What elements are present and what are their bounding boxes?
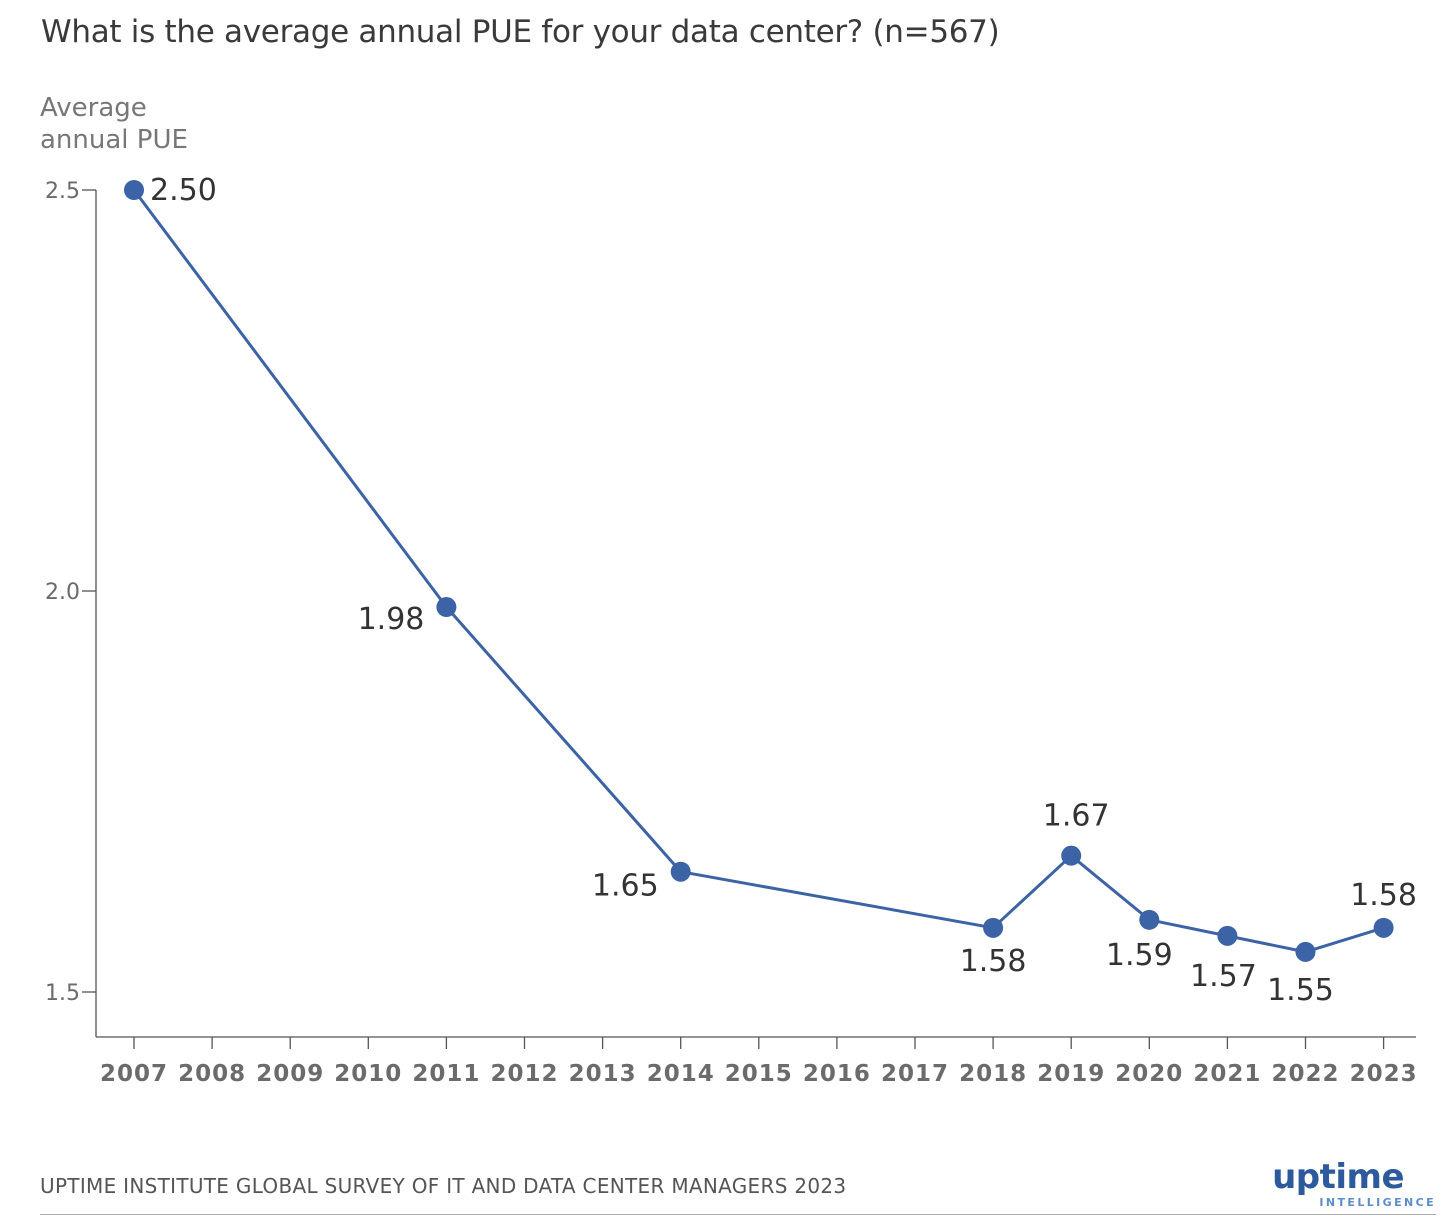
- data-point-2018: [983, 917, 1004, 938]
- x-tick-label: 2010: [334, 1061, 402, 1087]
- x-tick-label: 2020: [1115, 1061, 1183, 1087]
- brand-name: uptime: [1272, 1157, 1404, 1197]
- series-average-annual-pue: [124, 180, 1394, 962]
- data-label-2019: 1.67: [1043, 799, 1110, 834]
- data-label-2020: 1.59: [1106, 938, 1173, 973]
- x-tick-label: 2023: [1350, 1061, 1418, 1087]
- data-label-2007: 2.50: [150, 173, 217, 208]
- data-label-2011: 1.98: [358, 602, 425, 637]
- brand-subtitle: INTELLIGENCE: [1319, 1196, 1436, 1209]
- data-point-2007: [124, 180, 144, 200]
- data-point-2014: [670, 861, 691, 882]
- ticks: 1.5 2.0 2.5 2007 2008 2009 2010 2011 2012 2013 201…: [45, 179, 1418, 1087]
- x-tick-label: 2021: [1193, 1061, 1261, 1087]
- chart-title: What is the average annual PUE for your …: [41, 14, 1000, 50]
- x-tick-label: 2022: [1271, 1061, 1339, 1087]
- x-tick-label: 2013: [569, 1061, 637, 1087]
- x-tick-label: 2016: [803, 1061, 871, 1087]
- x-tick-label: 2011: [412, 1061, 480, 1087]
- x-tick-label: 2007: [100, 1061, 168, 1087]
- y-tick-label: 1.5: [45, 981, 80, 1006]
- data-point-2019: [1061, 845, 1082, 866]
- data-label-2023: 1.58: [1350, 878, 1417, 913]
- x-tick-label: 2015: [725, 1061, 793, 1087]
- axes: [95, 190, 1416, 1038]
- x-tick-label: 2018: [959, 1061, 1027, 1087]
- x-tick-label: 2014: [647, 1061, 715, 1087]
- x-tick-label: 2012: [490, 1061, 558, 1087]
- data-point-2011: [436, 597, 457, 618]
- data-point-2023: [1373, 917, 1394, 938]
- source-note: UPTIME INSTITUTE GLOBAL SURVEY OF IT AND…: [40, 1174, 847, 1198]
- x-tick-label: 2008: [178, 1061, 246, 1087]
- series-line: [132, 189, 1385, 954]
- x-tick-label: 2019: [1037, 1061, 1105, 1087]
- data-point-2020: [1139, 909, 1160, 930]
- data-label-2022: 1.55: [1267, 973, 1334, 1008]
- y-tick-label: 2.0: [45, 580, 80, 605]
- data-label-2018: 1.58: [960, 944, 1027, 979]
- footer-divider: [40, 1214, 1436, 1215]
- x-tick-label: 2009: [256, 1061, 324, 1087]
- line-chart: 1.5 2.0 2.5 2007 2008 2009 2010 2011 2012 2013 201…: [45, 173, 1418, 1087]
- data-label-2014: 1.65: [592, 869, 659, 904]
- data-point-2022: [1295, 941, 1316, 962]
- brand-logo: uptime INTELLIGENCE: [1272, 1157, 1434, 1209]
- y-axis-label: Average annual PUE: [40, 93, 188, 155]
- data-point-2021: [1217, 925, 1238, 946]
- data-labels: 2.50 1.98 1.65 1.58 1.67 1.59 1.57 1.55 1.58: [150, 173, 1417, 1008]
- y-tick-label: 2.5: [45, 179, 80, 204]
- data-label-2021: 1.57: [1190, 959, 1257, 994]
- x-tick-label: 2017: [881, 1061, 949, 1087]
